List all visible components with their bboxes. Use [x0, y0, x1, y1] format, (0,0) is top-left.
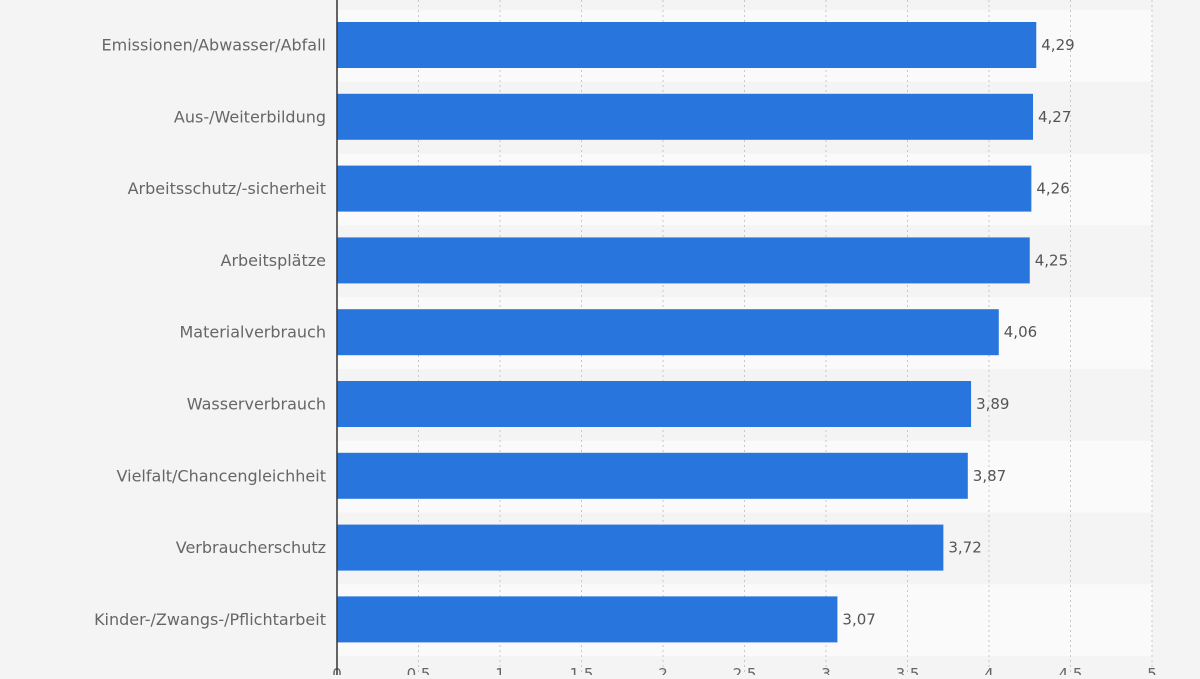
- category-label: Wasserverbrauch: [187, 395, 326, 414]
- category-label: Materialverbrauch: [179, 323, 326, 342]
- category-label: Kinder-/Zwangs-/Pflichtarbeit: [94, 610, 326, 629]
- x-tick-label: 5: [1147, 665, 1157, 675]
- value-label: 4,27: [1038, 108, 1071, 126]
- x-tick-label: 2,5: [733, 665, 757, 675]
- x-tick-labels: 00,511,522,533,544,55: [332, 665, 1157, 679]
- x-tick-label: 1: [495, 665, 505, 675]
- bar: [337, 452, 968, 499]
- bar: [337, 381, 972, 427]
- bar: [337, 93, 1034, 140]
- category-label: Aus-/Weiterbildung: [174, 107, 326, 126]
- category-label: Arbeitsplätze: [221, 251, 327, 270]
- category-label: Vielfalt/Chancengleichheit: [117, 466, 326, 485]
- value-label: 3,89: [976, 395, 1009, 413]
- value-label: 3,72: [948, 539, 981, 557]
- x-tick-label: 4,5: [1059, 665, 1083, 675]
- value-labels: 4,29 4,27 4,26 4,25 4,06 3,89 3,87 3,72 3,07: [842, 36, 1074, 628]
- category-labels: Emissionen/Abwasser/Abfall Aus-/Weiterbil…: [94, 36, 326, 629]
- bars: [337, 22, 1037, 643]
- x-tick-label: 4: [984, 665, 994, 675]
- bar: [337, 22, 1037, 68]
- bar: [337, 596, 838, 643]
- category-label: Arbeitsschutz/-sicherheit: [128, 179, 326, 198]
- x-tick-label: 3: [821, 665, 831, 675]
- value-label: 4,29: [1041, 36, 1074, 54]
- value-label: 3,87: [973, 467, 1006, 485]
- x-tick-label: 3,5: [896, 665, 920, 675]
- bar: [337, 165, 1032, 212]
- category-label: Emissionen/Abwasser/Abfall: [102, 36, 326, 55]
- value-label: 4,26: [1036, 180, 1069, 198]
- value-label: 4,06: [1004, 323, 1037, 341]
- category-label: Verbraucherschutz: [176, 538, 326, 557]
- x-tick-label: 0,5: [407, 665, 431, 675]
- bar: [337, 309, 999, 356]
- x-tick-label: 2: [658, 665, 668, 675]
- bar: [337, 237, 1030, 284]
- value-label: 3,07: [842, 610, 875, 628]
- bar: [337, 524, 944, 571]
- value-label: 4,25: [1035, 251, 1068, 269]
- x-tick-label: 1,5: [570, 665, 594, 675]
